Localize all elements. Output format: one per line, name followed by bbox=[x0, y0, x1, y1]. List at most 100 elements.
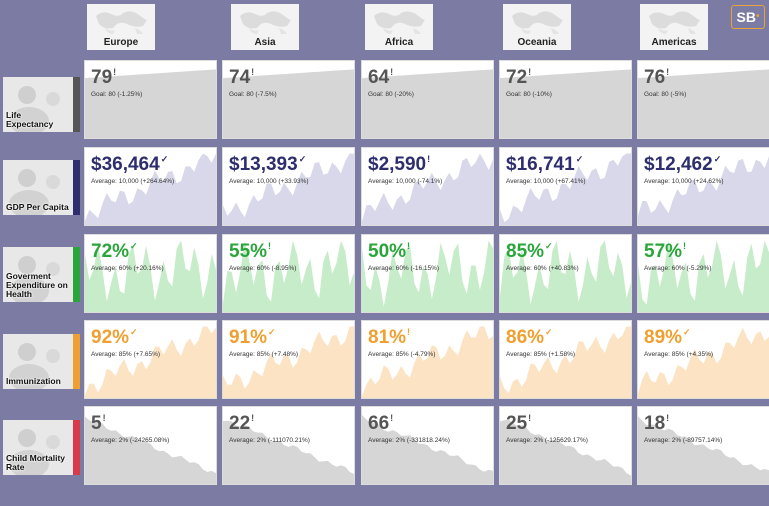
status-icon: ! bbox=[666, 413, 670, 423]
status-icon: ! bbox=[407, 241, 411, 251]
kpi-value: 89%✓ bbox=[644, 327, 691, 349]
kpi-card[interactable]: 57%! Average: 60% (-5.29%) bbox=[637, 234, 769, 313]
kpi-value: 86%✓ bbox=[506, 327, 553, 349]
kpi-card[interactable]: 76! Goal: 80 (-5%) bbox=[637, 60, 769, 139]
sparkline-fill bbox=[638, 240, 769, 312]
sparkline-fill bbox=[223, 153, 354, 225]
world-map-icon bbox=[512, 11, 563, 34]
kpi-card[interactable]: 72%✓ Average: 60% (+20.16%) bbox=[84, 234, 217, 313]
status-icon: ! bbox=[251, 413, 255, 423]
kpi-comparison: Average: 85% (-4.79%) bbox=[368, 351, 436, 358]
kpi-comparison: Average: 2% (-24265.08%) bbox=[91, 437, 170, 444]
kpi-value: 25! bbox=[506, 413, 531, 435]
status-icon: ! bbox=[102, 413, 106, 423]
kpi-card[interactable]: $2,590! Average: 10,000 (-74.1%) bbox=[361, 147, 494, 226]
region-label: Europe bbox=[103, 37, 139, 48]
sparkline-fill bbox=[362, 326, 493, 398]
kpi-value: 92%✓ bbox=[91, 327, 138, 349]
kpi-card[interactable]: 18! Average: 2% (-89757.14%) bbox=[637, 406, 769, 485]
kpi-value: 91%✓ bbox=[229, 327, 276, 349]
kpi-comparison: Average: 85% (+7.65%) bbox=[91, 351, 161, 358]
kpi-comparison: Average: 10,000 (+33.93%) bbox=[229, 178, 309, 185]
sparkline-fill bbox=[500, 69, 631, 138]
sparkline-fill bbox=[223, 420, 354, 484]
kpi-number: 66 bbox=[368, 413, 390, 434]
sparkline-fill bbox=[638, 327, 769, 398]
sparkline-area bbox=[362, 153, 493, 225]
metric-label-tile: Immunization bbox=[3, 334, 80, 389]
kpi-value: 22! bbox=[229, 413, 254, 435]
kpi-card[interactable]: $12,462✓ Average: 10,000 (+24.62%) bbox=[637, 147, 769, 226]
sparkline-fill bbox=[85, 416, 216, 484]
sparkline-fill bbox=[223, 69, 354, 138]
kpi-value: 79! bbox=[91, 67, 116, 89]
kpi-card[interactable]: 22! Average: 2% (-111070.21%) bbox=[222, 406, 355, 485]
kpi-value: 85%✓ bbox=[506, 241, 553, 263]
kpi-number: 22 bbox=[229, 413, 251, 434]
metric-label: Child Mortality Rate bbox=[6, 453, 66, 472]
status-icon: ! bbox=[390, 413, 394, 423]
status-icon: ✓ bbox=[298, 154, 307, 164]
kpi-card[interactable]: 25! Average: 2% (-125629.17%) bbox=[499, 406, 632, 485]
sparkline-area bbox=[638, 416, 769, 484]
world-map-icon bbox=[649, 11, 700, 34]
kpi-comparison: Average: 85% (+1.58%) bbox=[506, 351, 576, 358]
kpi-card[interactable]: 85%✓ Average: 60% (+40.83%) bbox=[499, 234, 632, 313]
status-icon: ✓ bbox=[130, 241, 138, 251]
kpi-comparison: Goal: 80 (-5%) bbox=[644, 91, 687, 98]
sparkline-fill bbox=[500, 326, 631, 398]
kpi-card[interactable]: 64! Goal: 80 (-20%) bbox=[361, 60, 494, 139]
kpi-card[interactable]: 79! Goal: 80 (-1.25%) bbox=[84, 60, 217, 139]
kpi-card[interactable]: 81%! Average: 85% (-4.79%) bbox=[361, 320, 494, 399]
sparkline-fill bbox=[85, 153, 216, 225]
sparkline-area bbox=[500, 69, 631, 138]
sparkline-fill bbox=[638, 69, 769, 138]
region-header-oceania: Oceania bbox=[503, 4, 571, 50]
kpi-card[interactable]: 5! Average: 2% (-24265.08%) bbox=[84, 406, 217, 485]
kpi-card[interactable]: 50%! Average: 60% (-16.15%) bbox=[361, 234, 494, 313]
kpi-card[interactable]: 74! Goal: 80 (-7.5%) bbox=[222, 60, 355, 139]
kpi-card[interactable]: 72! Goal: 80 (-10%) bbox=[499, 60, 632, 139]
kpi-value: 50%! bbox=[368, 241, 410, 263]
kpi-card[interactable]: $36,464✓ Average: 10,000 (+264.64%) bbox=[84, 147, 217, 226]
kpi-value: 74! bbox=[229, 67, 254, 89]
kpi-card[interactable]: 66! Average: 2% (-331818.24%) bbox=[361, 406, 494, 485]
kpi-comparison: Goal: 80 (-1.25%) bbox=[91, 91, 143, 98]
kpi-card[interactable]: 92%✓ Average: 85% (+7.65%) bbox=[84, 320, 217, 399]
status-icon: ! bbox=[683, 241, 687, 251]
kpi-comparison: Average: 85% (+7.48%) bbox=[229, 351, 299, 358]
status-icon: ! bbox=[528, 67, 532, 77]
status-icon: ! bbox=[390, 67, 394, 77]
kpi-card[interactable]: 55%! Average: 60% (-8.95%) bbox=[222, 234, 355, 313]
kpi-number: 85% bbox=[506, 241, 545, 262]
status-icon: ✓ bbox=[545, 241, 553, 251]
kpi-value: 81%! bbox=[368, 327, 410, 349]
region-label: Oceania bbox=[517, 37, 557, 48]
kpi-number: 81% bbox=[368, 327, 407, 348]
world-map-icon bbox=[240, 11, 291, 34]
status-icon: ! bbox=[113, 67, 117, 77]
kpi-card[interactable]: $16,741✓ Average: 10,000 (+67.41%) bbox=[499, 147, 632, 226]
kpi-card[interactable]: 89%✓ Average: 85% (+4.35%) bbox=[637, 320, 769, 399]
sparkline-area bbox=[223, 153, 354, 225]
kpi-value: 55%! bbox=[229, 241, 271, 263]
status-icon: ✓ bbox=[268, 327, 276, 337]
metric-label: Goverment Expenditure on Health bbox=[6, 271, 68, 299]
metric-label: GDP Per Capita bbox=[6, 202, 69, 212]
kpi-comparison: Goal: 80 (-10%) bbox=[506, 91, 552, 98]
sparkline-fill bbox=[85, 326, 216, 398]
sparkline-fill bbox=[223, 326, 354, 398]
kpi-comparison: Goal: 80 (-7.5%) bbox=[229, 91, 277, 98]
kpi-number: $12,462 bbox=[644, 154, 713, 175]
kpi-number: 5 bbox=[91, 413, 102, 434]
kpi-card[interactable]: 86%✓ Average: 85% (+1.58%) bbox=[499, 320, 632, 399]
kpi-number: $16,741 bbox=[506, 154, 575, 175]
sparkline-area bbox=[362, 326, 493, 398]
sparkline-area bbox=[223, 326, 354, 398]
sparkline-fill bbox=[362, 69, 493, 138]
kpi-value: $36,464✓ bbox=[91, 154, 168, 176]
status-icon: ✓ bbox=[160, 154, 169, 164]
kpi-card[interactable]: $13,393✓ Average: 10,000 (+33.93%) bbox=[222, 147, 355, 226]
kpi-value: $16,741✓ bbox=[506, 154, 583, 176]
kpi-card[interactable]: 91%✓ Average: 85% (+7.48%) bbox=[222, 320, 355, 399]
